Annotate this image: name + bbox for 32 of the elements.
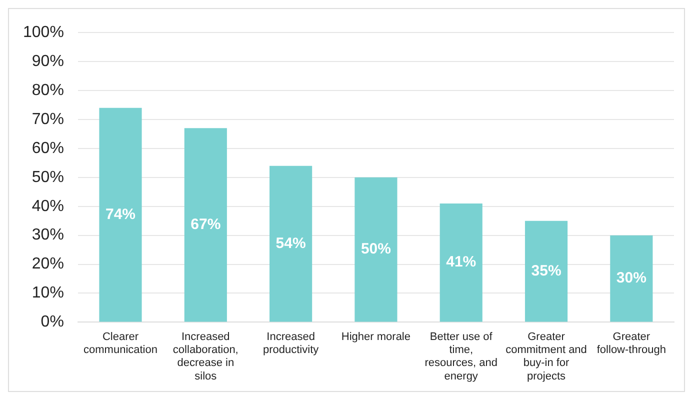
y-tick-label: 10% xyxy=(32,284,64,302)
data-label: 41% xyxy=(446,254,476,271)
bar xyxy=(354,177,398,322)
x-tick-label: Higher morale xyxy=(341,330,411,343)
y-tick-label: 20% xyxy=(32,256,64,273)
bar xyxy=(270,166,312,322)
data-label: 74% xyxy=(105,206,136,223)
x-tick-label: Greater commitment and buy-in for projects xyxy=(506,330,587,382)
bar xyxy=(610,235,653,322)
data-label: 54% xyxy=(276,234,306,252)
y-tick-label: 40% xyxy=(32,198,64,215)
y-tick-label: 30% xyxy=(32,226,64,244)
data-label: 67% xyxy=(190,216,221,234)
y-tick-label: 100% xyxy=(23,24,64,42)
bar xyxy=(184,128,227,322)
x-tick-label: Greater follow-through xyxy=(596,330,666,356)
x-tick-label: Increased productivity xyxy=(262,330,320,356)
x-tick-label: Better use of time, resources, and energy xyxy=(424,330,498,382)
data-label: 30% xyxy=(616,270,646,287)
y-tick-label: 60% xyxy=(32,140,64,157)
y-tick-label: 90% xyxy=(32,52,64,70)
bar xyxy=(440,203,482,322)
y-tick-label: 50% xyxy=(32,168,64,186)
data-label: 35% xyxy=(531,262,562,280)
y-tick-label: 80% xyxy=(32,82,64,99)
x-tick-label: Clearer communication xyxy=(84,330,158,356)
bar xyxy=(524,220,568,322)
x-tick-label: Increased collaboration, decrease in silos xyxy=(172,330,238,382)
bar xyxy=(99,108,142,322)
data-label: 50% xyxy=(360,240,391,258)
y-tick-label: 0% xyxy=(40,314,64,331)
y-tick-label: 70% xyxy=(32,110,64,128)
